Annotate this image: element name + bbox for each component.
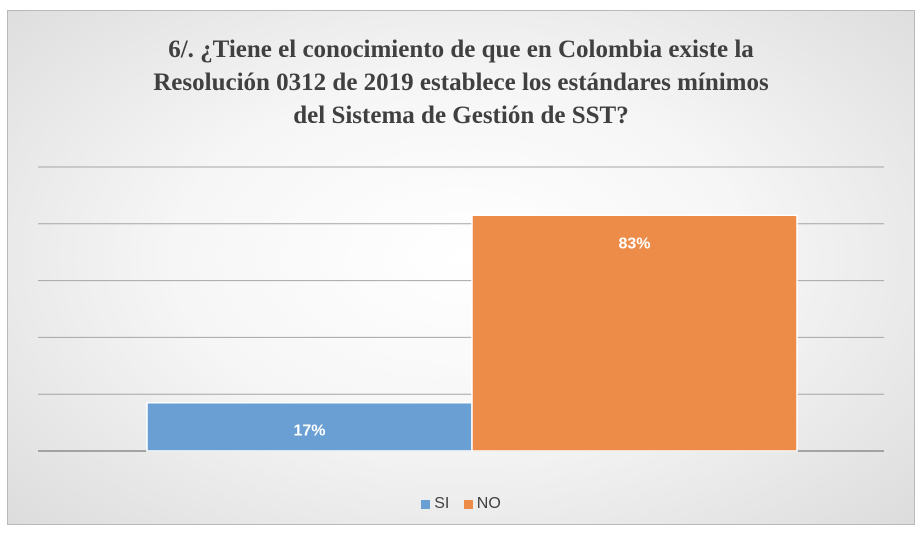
plot-area: 17% 83% (38, 166, 884, 452)
legend-swatch-no (463, 499, 473, 509)
chart-title-line-1: 6/. ¿Tiene el conocimiento de que en Col… (168, 36, 754, 63)
legend-label-no: NO (476, 495, 501, 512)
legend: SI NO (8, 495, 914, 514)
legend-label-si: SI (434, 495, 450, 512)
chart-title-line-2: Resolución 0312 de 2019 establece los es… (153, 69, 769, 96)
bar-no (471, 214, 798, 452)
data-label-no: 83% (618, 235, 650, 252)
chart-title: 6/. ¿Tiene el conocimiento de que en Col… (8, 33, 914, 132)
data-label-si: 17% (293, 423, 325, 440)
chart-frame: 6/. ¿Tiene el conocimiento de que en Col… (7, 10, 915, 525)
legend-entry-si: SI (421, 495, 449, 513)
legend-swatch-si (421, 499, 431, 509)
chart-title-line-3: del Sistema de Gestión de SST? (293, 102, 629, 129)
legend-entry-no: NO (463, 495, 501, 513)
bar-si (146, 401, 473, 452)
